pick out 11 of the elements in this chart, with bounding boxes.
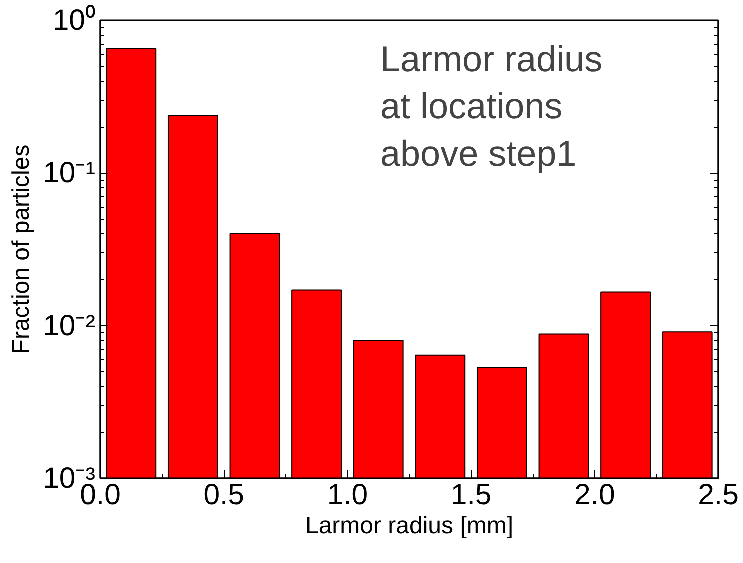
x-tick-label: 2.5 (698, 478, 739, 512)
y-tick-label: 10⁻² (43, 309, 96, 342)
annotation: Larmor radius at locations above step1 (380, 38, 603, 174)
x-tick-label: 1.0 (327, 478, 368, 512)
x-axis-title: Larmor radius [mm] (305, 512, 514, 540)
y-axis-title: Fraction of particles (8, 144, 36, 354)
x-tick-label: 2.0 (574, 478, 616, 512)
x-tick-label: 0.5 (204, 478, 244, 512)
y-tick-label: 10⁰ (52, 4, 96, 37)
y-tick-label: 10⁻¹ (43, 156, 96, 190)
x-tick-label: 1.5 (450, 478, 492, 512)
